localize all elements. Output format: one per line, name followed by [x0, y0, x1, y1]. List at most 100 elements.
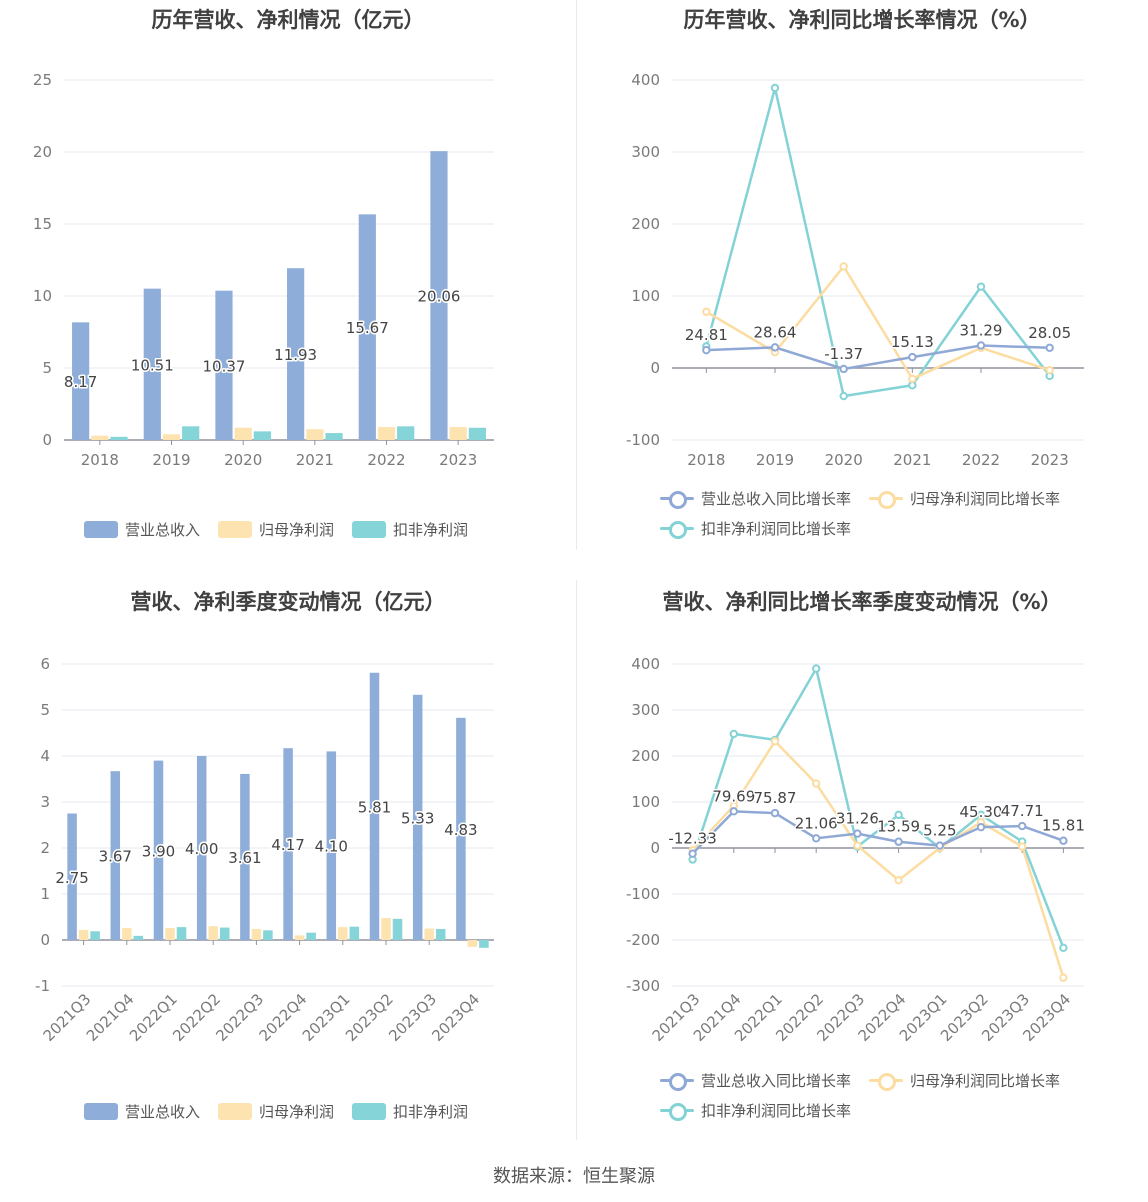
line-net-profit-growth: [691, 740, 1065, 979]
point-value-label: 28.64: [754, 323, 797, 341]
bar-revenue: [215, 290, 233, 440]
bar-value-label: 20.06: [417, 288, 460, 306]
bar-revenue: [456, 717, 466, 940]
point-value-label: 47.71: [1001, 802, 1044, 820]
bar-net-profit: [122, 928, 132, 940]
chart-title: 营收、净利季度变动情况（亿元）: [130, 590, 446, 614]
line-point: [1018, 821, 1027, 831]
bar-value-label: 4.10: [315, 838, 348, 856]
legend-label: 营业总收入同比增长率: [701, 489, 852, 508]
point-value-label: 21.06: [795, 814, 838, 832]
bar-value-label: 3.90: [142, 842, 175, 860]
bar-revenue: [240, 773, 250, 940]
x-tick-label: 2020: [825, 451, 863, 469]
line-point: [976, 822, 986, 832]
legend-item-net-profit-growth[interactable]: 归母净利润同比增长率: [869, 1065, 1060, 1095]
legend-item-net-profit-growth[interactable]: 归母净利润同比增长率: [869, 483, 1060, 513]
annual-growth-chart: -100 0 100 200 300 400 2018 2019 2020 2021 2022 202…: [626, 71, 1084, 469]
bar-deducted-profit: [392, 918, 403, 940]
chart-title: 历年营收、净利情况（亿元）: [151, 8, 425, 32]
bar-revenue: [326, 751, 337, 940]
bar-revenue: [67, 813, 77, 940]
legend-item-revenue[interactable]: 营业总收入: [84, 1096, 200, 1126]
y-tick-label: 400: [631, 71, 660, 89]
y-tick-label: -300: [626, 977, 660, 995]
line-point: [853, 841, 862, 850]
point-value-label: 15.81: [1042, 817, 1085, 835]
point-value-label: 31.26: [836, 810, 879, 828]
legend-label: 扣非净利润: [393, 1102, 469, 1121]
legend-label: 扣非净利润: [393, 520, 469, 539]
y-tick-label: 0: [650, 839, 660, 857]
legend-item-revenue[interactable]: 营业总收入: [84, 514, 200, 544]
chart-panel-quarterly-revenue: 营收、净利季度变动情况（亿元） -1 0 1 2 3 4 5 6 2021Q3 2021Q4 202…: [0, 582, 576, 1142]
bar-revenue: [412, 694, 423, 940]
legend-item-revenue-growth[interactable]: 营业总收入同比增长率: [660, 483, 851, 513]
legend-item-deducted-profit-growth[interactable]: 扣非净利润同比增长率: [660, 1095, 851, 1125]
line-point: [839, 391, 848, 401]
bar-net-profit: [251, 928, 262, 940]
bar-net-profit: [338, 927, 348, 940]
bar-deducted-profit: [306, 932, 316, 940]
bar-net-profit: [449, 427, 467, 440]
bar-net-profit: [467, 940, 478, 947]
bar-value-label: 4.17: [271, 836, 304, 854]
bar-deducted-profit: [219, 927, 230, 940]
line-point: [770, 737, 780, 746]
point-value-label: -12.33: [668, 830, 716, 848]
legend-item-net-profit[interactable]: 归母净利润: [218, 1096, 334, 1126]
legend-swatch-deducted-profit: [352, 1102, 387, 1120]
point-value-label: 5.25: [923, 822, 956, 840]
bar-deducted-profit: [435, 928, 446, 940]
legend-item-deducted-profit[interactable]: 扣非净利润: [352, 1096, 468, 1126]
annual-revenue-chart: 0 5 10 15 20 25 2018 2019 2020 2021 2022 2023 8.17 10…: [33, 71, 494, 469]
line-point: [839, 262, 848, 271]
y-tick-label: 300: [631, 143, 660, 161]
line-point: [770, 83, 780, 93]
y-tick-label: 2: [40, 839, 50, 857]
panel-divider-top: [576, 0, 577, 550]
y-tick-label: 100: [631, 287, 660, 305]
panel-divider-bottom: [576, 580, 577, 1140]
bar-value-label: 3.67: [99, 848, 132, 866]
line-point: [1059, 836, 1068, 845]
legend-swatch-deducted-profit-growth: [660, 520, 694, 539]
x-tick-label: 2018: [687, 451, 725, 469]
chart-title: 历年营收、净利同比增长率情况（%）: [683, 8, 1041, 32]
legend-item-revenue-growth[interactable]: 营业总收入同比增长率: [660, 1065, 851, 1095]
legend-item-net-profit[interactable]: 归母净利润: [218, 514, 334, 544]
y-tick-label: 10: [33, 287, 52, 305]
bar-deducted-profit: [397, 426, 415, 440]
bar-value-label: 8.17: [64, 373, 97, 391]
bar-net-profit: [306, 429, 324, 440]
x-tick-label: 2018: [81, 451, 119, 469]
chart-legend: 营业总收入同比增长率 归母净利润同比增长率 扣非净利润同比增长率: [660, 1065, 1130, 1125]
bar-revenue: [430, 151, 448, 441]
bar-net-profit: [294, 935, 305, 940]
point-value-label: 15.13: [891, 333, 934, 351]
legend-label: 营业总收入同比增长率: [701, 1071, 852, 1090]
chart-legend: 营业总收入同比增长率 归母净利润同比增长率 扣非净利润同比增长率: [660, 483, 1130, 543]
y-tick-label: 0: [42, 431, 52, 449]
line-net-profit-growth: [705, 265, 1051, 381]
line-point: [1045, 343, 1054, 353]
line-point: [908, 374, 917, 383]
x-tick-label: 2019: [756, 451, 794, 469]
bar-deducted-profit: [325, 433, 343, 440]
bar-net-profit: [234, 427, 252, 440]
legend-item-deducted-profit[interactable]: 扣非净利润: [352, 514, 468, 544]
line-point: [702, 307, 711, 317]
line-point: [853, 829, 862, 838]
legend-label: 营业总收入: [125, 520, 201, 539]
point-value-label: 24.81: [685, 326, 728, 344]
legend-label: 扣非净利润同比增长率: [701, 1101, 852, 1120]
y-tick-label: 300: [631, 701, 660, 719]
legend-label: 营业总收入: [125, 1102, 201, 1121]
line-point: [812, 834, 821, 843]
legend-label: 归母净利润同比增长率: [910, 1071, 1061, 1090]
legend-item-deducted-profit-growth[interactable]: 扣非净利润同比增长率: [660, 513, 851, 543]
bar-revenue: [358, 214, 376, 440]
line-point: [770, 808, 780, 818]
legend-label: 归母净利润: [259, 520, 335, 539]
legend-swatch-revenue-growth: [660, 490, 694, 509]
